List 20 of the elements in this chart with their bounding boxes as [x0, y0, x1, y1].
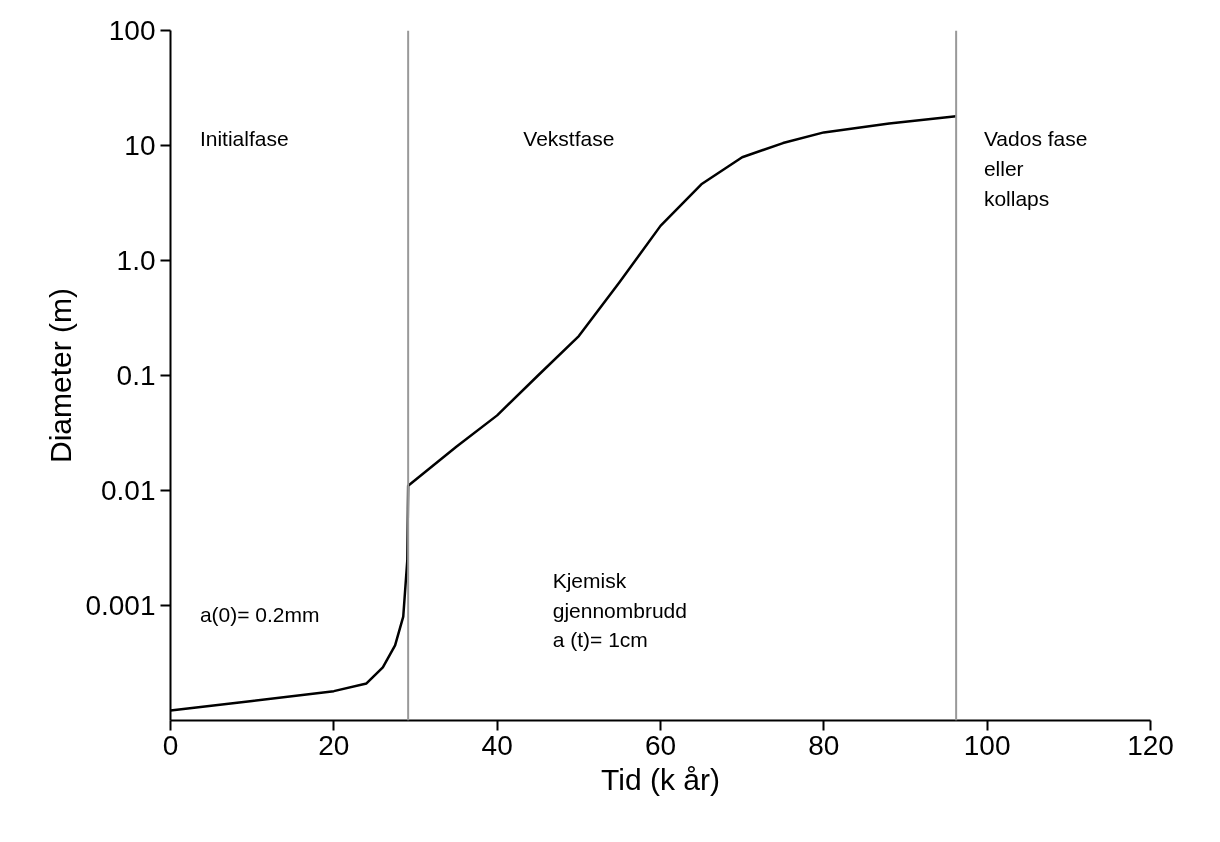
annotation: Kjemisk gjennombrudd a (t)= 1cm	[552, 568, 687, 652]
x-tick-label: 60	[644, 729, 677, 761]
y-axis-title: Diameter (m)	[44, 287, 78, 463]
annotation: a(0)= 0.2mm	[199, 603, 320, 627]
annotation: Initialfase	[199, 127, 289, 151]
x-tick-label: 80	[808, 729, 840, 761]
x-tick-label: 40	[481, 729, 513, 761]
x-tick-label: 120	[1127, 729, 1174, 761]
y-tick-label: 0.01	[101, 475, 156, 506]
annotation: Vados fase eller kollaps	[983, 127, 1088, 210]
x-axis-title: Tid (k år)	[601, 762, 720, 796]
annotation: Vekstfase	[523, 127, 615, 151]
y-tick-label: 0.001	[85, 590, 156, 621]
y-tick-label: 0.1	[116, 360, 156, 391]
y-tick-label: 1.0	[116, 245, 156, 276]
y-tick-label: 100	[108, 15, 156, 46]
y-tick-label: 10	[124, 130, 156, 161]
x-tick-label: 0	[162, 729, 179, 761]
x-tick-label: 100	[963, 729, 1011, 761]
x-tick-label: 20	[318, 729, 350, 761]
